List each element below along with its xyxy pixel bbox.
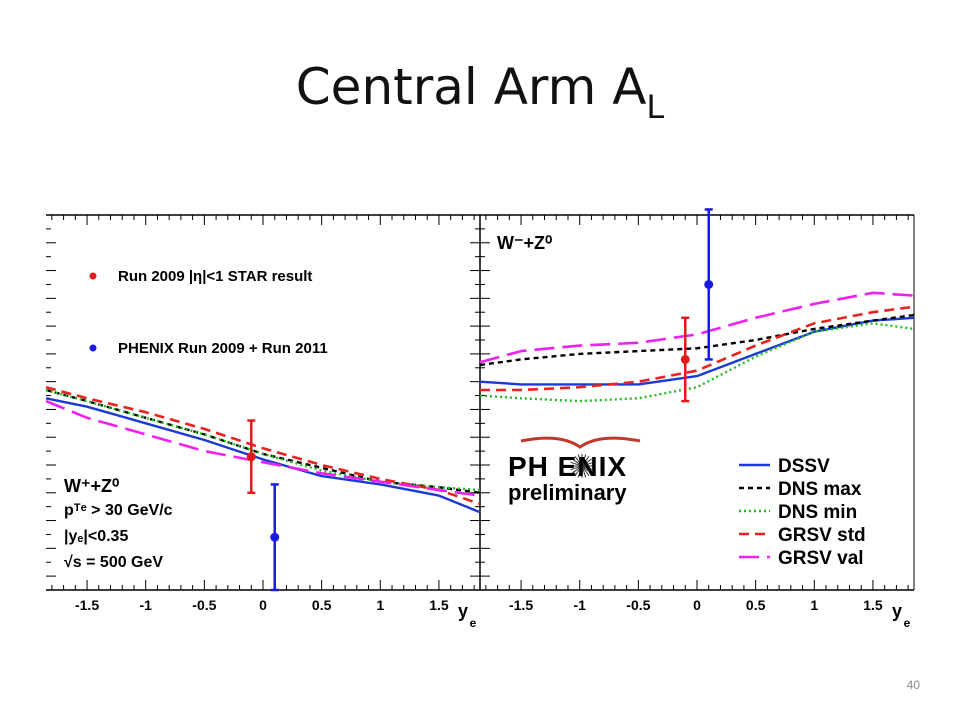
x-tick-label: 0.5	[746, 597, 766, 613]
curve-dssv	[479, 316, 915, 386]
curve-legend-label: DNS max	[778, 479, 862, 500]
logo-subtitle: preliminary	[508, 480, 627, 505]
x-axis-label-subscript: e	[904, 616, 911, 630]
data-point	[680, 354, 690, 364]
curve-legend-label: GRSV val	[778, 548, 864, 569]
logo-star-ray	[570, 461, 594, 471]
page-number: 40	[906, 678, 920, 692]
x-tick-label: 0	[259, 597, 267, 613]
curve-dssv	[45, 397, 481, 514]
curve-grsv-std	[480, 305, 915, 392]
curve-dns-min	[479, 322, 915, 403]
x-tick-label: -0.5	[626, 597, 650, 613]
curve-grsv-val	[479, 291, 915, 364]
x-tick-label: -1	[573, 597, 586, 613]
curve-grsv-val	[45, 399, 481, 497]
x-tick-label: -1	[139, 597, 152, 613]
x-tick-label: 0	[693, 597, 701, 613]
logo-star-icon	[570, 454, 594, 478]
x-axis-label: y	[458, 601, 468, 621]
slide-title: Central Arm AL	[0, 58, 960, 126]
x-tick-label: 0.5	[312, 597, 332, 613]
kinematic-cut-label: √s = 500 GeV	[64, 554, 163, 571]
curve-grsv-std	[45, 385, 481, 506]
x-tick-label: 1	[810, 597, 818, 613]
x-tick-label: -1.5	[75, 597, 99, 613]
data-point	[704, 279, 714, 289]
process-label-right: W⁻+Z⁰	[497, 233, 552, 253]
logo-brand: PH ENIX	[508, 451, 627, 482]
curve-dns-max	[479, 313, 915, 367]
curve-legend-label: DNS min	[778, 502, 857, 523]
x-tick-label: 1.5	[429, 597, 449, 613]
data-point	[246, 452, 256, 462]
process-label-left: W⁺+Z⁰	[64, 476, 119, 496]
kinematic-cut-label: pᵀᵉ > 30 GeV/c	[64, 502, 173, 519]
logo-arc	[520, 436, 641, 449]
data-point	[270, 532, 280, 542]
kinematic-cut-label: |yₑ|<0.35	[64, 528, 128, 545]
x-tick-label: 1.5	[863, 597, 883, 613]
points-legend-label: Run 2009 |η|<1 STAR result	[118, 268, 312, 285]
x-axis-label: y	[892, 601, 902, 621]
legend-marker	[89, 344, 97, 352]
points-legend-label: PHENIX Run 2009 + Run 2011	[118, 340, 328, 357]
curve-legend-label: GRSV std	[778, 525, 866, 546]
slide-title-subscript: L	[646, 88, 665, 126]
slide-title-text: Central Arm A	[295, 58, 647, 116]
x-tick-label: -1.5	[509, 597, 533, 613]
x-tick-label: 1	[376, 597, 384, 613]
curve-legend-label: DSSV	[778, 456, 830, 477]
x-tick-label: -0.5	[192, 597, 216, 613]
legend-marker	[89, 272, 97, 280]
x-axis-label-subscript: e	[470, 616, 477, 630]
